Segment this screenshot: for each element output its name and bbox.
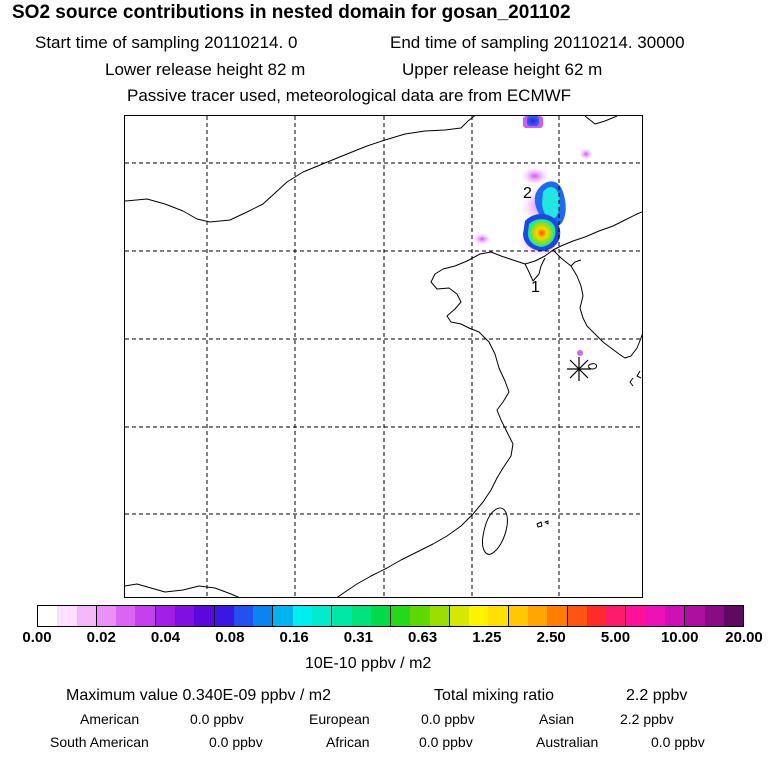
- coastline-south: [125, 583, 240, 597]
- colorbar-tick-label: 1.25: [472, 629, 502, 646]
- plot-title: SO2 source contributions in nested domai…: [12, 2, 571, 23]
- national-border: [552, 211, 642, 251]
- coastlines: [125, 116, 642, 597]
- colorbar-swatch: [586, 606, 607, 626]
- colorbar-swatch: [214, 606, 234, 626]
- source-marker-1: 1: [531, 279, 540, 296]
- colorbar-swatch: [135, 606, 156, 626]
- colorbar-tick-label: 2.50: [536, 629, 566, 646]
- colorbar-swatch: [704, 606, 724, 626]
- coastline-japan: [629, 370, 642, 387]
- colorbar-swatch: [332, 606, 352, 626]
- colorbar-swatch: [449, 606, 470, 626]
- colorbar-swatch: [391, 606, 411, 626]
- plume-core: [527, 116, 539, 126]
- plume-hotspot: [527, 219, 556, 247]
- region-value: 0.0 ppbv: [190, 711, 244, 727]
- colorbar-swatch: [626, 606, 646, 626]
- concentration-plume: [473, 116, 593, 356]
- colorbar-swatch: [233, 606, 254, 626]
- max-value-label: Maximum value 0.340E-09 ppbv / m2: [66, 687, 332, 704]
- region-value: 0.0 ppbv: [651, 734, 705, 750]
- colorbar-swatch: [547, 606, 568, 626]
- colorbar-swatch: [292, 606, 312, 626]
- coastline-islands: [536, 520, 549, 528]
- lat-lon-grid: [125, 116, 642, 597]
- upper-release-height-label: Upper release height 62 m: [402, 60, 603, 79]
- colorbar-tick-label: 0.08: [215, 629, 245, 646]
- colorbar-tick-label: 0.00: [22, 629, 52, 646]
- coastline-liaodong: [524, 257, 546, 282]
- colorbar-swatch: [116, 606, 136, 626]
- start-time-label: Start time of sampling 20110214. 0: [35, 33, 298, 52]
- plume-spot: [577, 350, 583, 356]
- colorbar-tick-label: 0.16: [279, 629, 309, 646]
- coastline-korea: [570, 259, 582, 267]
- colorbar-swatch: [410, 606, 430, 626]
- end-time-label: End time of sampling 20110214. 30000: [390, 33, 685, 52]
- total-mixing-value: 2.2 ppbv: [626, 687, 688, 704]
- colorbar-swatch: [311, 606, 333, 626]
- colorbar-unit-label: 10E-10 ppbv / m2: [305, 655, 432, 672]
- lower-release-height-label: Lower release height 82 m: [105, 60, 306, 79]
- colorbar-swatch: [194, 606, 215, 626]
- coastline-korea: [552, 249, 642, 359]
- region-name: American: [80, 711, 140, 727]
- plume-halo: [579, 148, 593, 160]
- plume-halo: [473, 233, 491, 245]
- colorbar-swatch: [665, 606, 686, 626]
- colorbar-swatch: [253, 606, 274, 626]
- region-value: 0.0 ppbv: [419, 734, 473, 750]
- colorbar-swatch: [38, 606, 58, 626]
- colorbar-swatch: [528, 606, 548, 626]
- colorbar-swatch: [155, 606, 175, 626]
- colorbar-swatch: [567, 606, 587, 626]
- colorbar-swatch: [429, 606, 450, 626]
- colorbar: [37, 605, 744, 627]
- colorbar-tick-label: 20.00: [725, 629, 763, 646]
- colorbar-swatch: [469, 606, 489, 626]
- region-name: Asian: [539, 711, 575, 727]
- colorbar-swatch: [606, 606, 627, 626]
- colorbar-tick-label: 5.00: [600, 629, 631, 646]
- coastline-taiwan: [482, 507, 508, 555]
- colorbar-swatch: [685, 606, 705, 626]
- gosan-receptor-star: [567, 357, 591, 381]
- colorbar-tick-label: 0.31: [343, 629, 373, 646]
- region-name: African: [326, 734, 370, 750]
- region-name: Australian: [536, 734, 599, 750]
- plume-core: [542, 187, 560, 220]
- colorbar-swatch: [273, 606, 293, 626]
- map-canvas: 2 1: [125, 116, 642, 597]
- source-marker-2: 2: [523, 185, 532, 202]
- tracer-note: Passive tracer used, meteorological data…: [127, 86, 572, 105]
- colorbar-swatch: [57, 606, 77, 626]
- national-border: [125, 120, 469, 223]
- colorbar-swatch: [488, 606, 509, 626]
- total-mixing-label: Total mixing ratio: [434, 687, 555, 704]
- colorbar-swatch: [508, 606, 529, 626]
- colorbar-swatch: [351, 606, 371, 626]
- colorbar-swatch: [96, 606, 117, 626]
- plume-halo: [521, 167, 549, 185]
- colorbar-swatch: [723, 606, 744, 626]
- map-panel: 2 1: [124, 115, 643, 598]
- colorbar-tick-label: 0.04: [150, 629, 181, 646]
- national-border: [584, 116, 618, 125]
- coastline-china: [336, 249, 554, 597]
- colorbar-tick-label: 0.02: [86, 629, 116, 646]
- colorbar-tick-label: 0.63: [408, 629, 438, 646]
- region-name: South American: [50, 734, 149, 750]
- region-value: 2.2 ppbv: [620, 711, 674, 727]
- colorbar-swatch: [645, 606, 665, 626]
- coastline-jeju: [588, 363, 598, 370]
- region-name: European: [309, 711, 370, 727]
- region-value: 0.0 ppbv: [421, 711, 475, 727]
- region-value: 0.0 ppbv: [209, 734, 263, 750]
- colorbar-swatch: [174, 606, 195, 626]
- national-border: [467, 116, 476, 122]
- colorbar-tick-label: 10.00: [660, 629, 699, 646]
- colorbar-swatch: [76, 606, 97, 626]
- colorbar-swatch: [370, 606, 392, 626]
